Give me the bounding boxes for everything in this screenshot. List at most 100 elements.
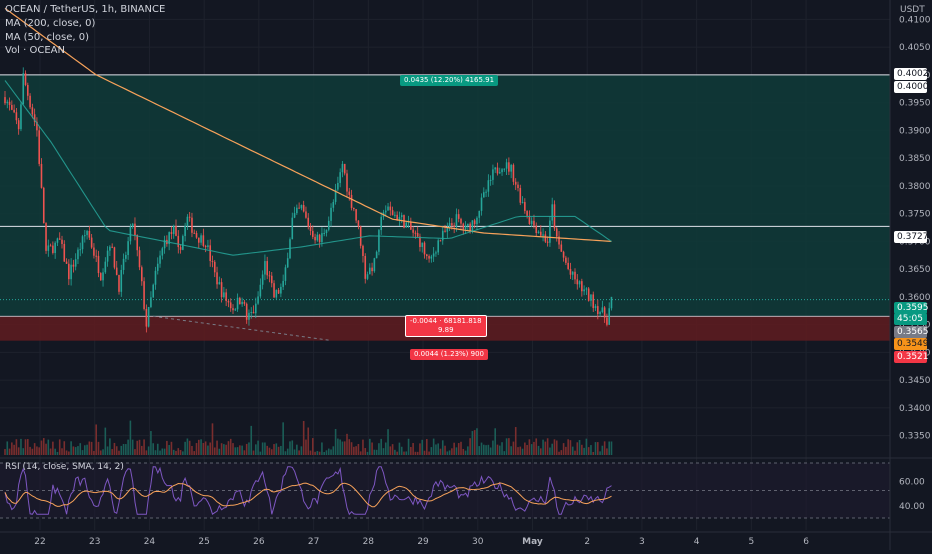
volume-bar (555, 440, 558, 455)
volume-bar (52, 441, 54, 455)
volume-bar (68, 451, 70, 455)
candle-body (574, 271, 576, 280)
candle-body (193, 232, 196, 234)
candle-body (257, 296, 259, 304)
volume-bar (156, 443, 159, 455)
candle-body (535, 225, 538, 234)
volume-bar (150, 431, 152, 455)
candle-body (599, 312, 601, 314)
candle-body (314, 236, 316, 241)
volume-bar (603, 441, 606, 455)
volume-bar (610, 441, 613, 455)
volume-bar (241, 445, 243, 455)
volume-bar (211, 423, 214, 455)
volume-bar (389, 446, 392, 455)
candle-body (508, 162, 510, 172)
candle-body (407, 221, 410, 223)
volume-bar (216, 440, 218, 455)
volume-bar (291, 440, 294, 455)
volume-bar (163, 448, 166, 455)
candle-body (232, 308, 234, 311)
volume-bar (455, 447, 458, 455)
volume-bar (99, 450, 102, 455)
volume-bar (113, 442, 116, 455)
candle-body (198, 237, 200, 243)
volume-bar (177, 448, 180, 455)
volume-bar (332, 446, 335, 455)
volume-bar (375, 449, 378, 455)
candle-body (389, 206, 392, 211)
candle-body (562, 251, 565, 258)
volume-bar (31, 448, 34, 455)
candle-body (451, 223, 453, 226)
volume-bar (8, 448, 11, 455)
candle-body (106, 250, 109, 262)
candle-body (236, 297, 239, 310)
volume-bar (218, 448, 221, 455)
time-tick-label: 5 (748, 537, 754, 547)
volume-bar (84, 445, 86, 455)
volume-bar (166, 440, 168, 455)
volume-bar (510, 446, 512, 455)
volume-legend[interactable]: Vol · OCEAN (5, 45, 65, 56)
candle-body (414, 232, 417, 234)
volume-bar (245, 443, 248, 455)
candle-body (86, 230, 88, 236)
candle-body (74, 259, 77, 267)
candle-body (483, 192, 485, 198)
candle-body (583, 289, 585, 292)
volume-bar (451, 448, 453, 455)
candle-body (485, 191, 487, 193)
volume-bar (312, 438, 314, 455)
candle-body (343, 163, 346, 174)
volume-bar (141, 445, 143, 455)
candle-body (22, 73, 25, 105)
volume-bar (129, 420, 132, 455)
volume-bar (410, 446, 412, 455)
candle-body (355, 209, 357, 221)
volume-bar (369, 438, 371, 455)
candle-body (136, 234, 139, 251)
volume-bar (72, 446, 75, 455)
candle-body (68, 263, 70, 280)
volume-bar (70, 441, 72, 455)
volume-bar (558, 451, 560, 455)
candle-body (603, 307, 606, 318)
candle-body (416, 233, 419, 237)
volume-bar (109, 438, 111, 455)
candle-body (594, 306, 597, 309)
volume-bar (239, 445, 241, 455)
volume-bar (213, 447, 216, 455)
symbol-title[interactable]: OCEAN / TetherUS, 1h, BINANCE (5, 4, 166, 15)
volume-bar (464, 450, 467, 455)
price-tick-label: 0.3950 (899, 99, 931, 109)
candle-body (49, 245, 52, 247)
ma50-legend[interactable]: MA (50, close, 0) (5, 32, 90, 43)
candle-body (446, 226, 449, 232)
ma200-legend[interactable]: MA (200, close, 0) (5, 18, 96, 29)
time-tick-label: 2 (584, 537, 590, 547)
candle-body (15, 112, 18, 121)
candle-body (533, 220, 535, 226)
volume-bar (243, 450, 246, 455)
candle-body (610, 296, 613, 309)
volume-bar (106, 446, 109, 455)
volume-bar (309, 450, 312, 455)
volume-bar (188, 440, 191, 455)
candle-body (168, 232, 170, 245)
volume-bar (323, 451, 325, 455)
candle-body (216, 272, 218, 285)
rsi-legend[interactable]: RSI (14, close, SMA, 14, 2) (5, 462, 124, 472)
candle-body (113, 247, 116, 268)
moving-averages (4, 7, 612, 256)
candle-body (305, 211, 307, 218)
volume-bar (526, 445, 528, 455)
volume-bar (428, 451, 430, 455)
volume-bar (492, 440, 494, 455)
volume-bar (22, 448, 25, 455)
candle-body (218, 282, 221, 285)
candle-body (517, 184, 519, 189)
volume-bar (337, 438, 339, 455)
volume-bar (318, 451, 321, 455)
